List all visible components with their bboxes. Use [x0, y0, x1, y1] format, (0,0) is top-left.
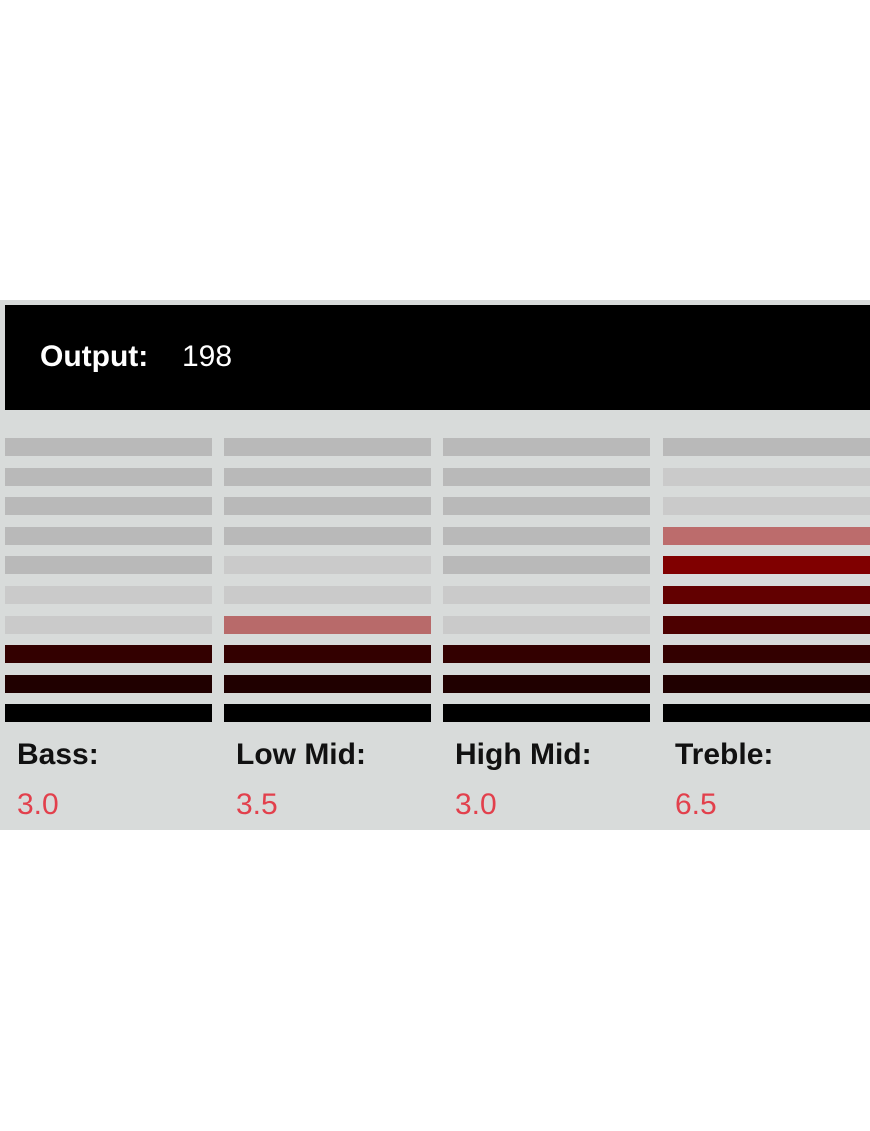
meter-segment: [443, 526, 650, 545]
meter-segment: [5, 645, 212, 664]
meter-segment: [5, 674, 212, 693]
band-name: Bass:: [17, 738, 99, 771]
band-name: Treble:: [675, 738, 774, 771]
meter-segment: [5, 497, 212, 516]
meter-segment: [224, 467, 431, 486]
meter-segment: [5, 615, 212, 634]
meter-segment: [5, 526, 212, 545]
meter-segment: [443, 467, 650, 486]
band-value: 3.0: [17, 788, 59, 821]
meter-segment: [663, 497, 870, 516]
meter-segment: [443, 586, 650, 604]
meter-segment: [443, 704, 650, 723]
band-name: Low Mid:: [236, 738, 366, 771]
meter-segment: [5, 586, 212, 604]
meter-segment: [5, 438, 212, 456]
meter-segment: [224, 645, 431, 664]
meter-segment: [224, 497, 431, 516]
meter-segment: [663, 586, 870, 604]
output-header: Output: 198: [5, 305, 870, 410]
meter-segment: [443, 556, 650, 575]
band-value: 6.5: [675, 788, 717, 821]
meter-segment: [663, 526, 870, 545]
meter-segment: [224, 526, 431, 545]
meter-segment: [224, 556, 431, 575]
meter-segment: [5, 704, 212, 723]
band-value: 3.0: [455, 788, 497, 821]
meter-segment: [224, 674, 431, 693]
meter-segment: [443, 438, 650, 456]
meter-segment: [663, 615, 870, 634]
meter-segment: [663, 556, 870, 575]
meter-segment: [663, 645, 870, 664]
meter-segment: [443, 674, 650, 693]
output-label: Output:: [40, 340, 149, 373]
meter-segment: [663, 674, 870, 693]
meter-segment: [224, 615, 431, 634]
meter-segment: [663, 438, 870, 456]
meter-segment: [224, 704, 431, 723]
band-value: 3.5: [236, 788, 278, 821]
meter-segment: [663, 467, 870, 486]
meter-segment: [5, 556, 212, 575]
band-name: High Mid:: [455, 738, 592, 771]
meter-segment: [443, 615, 650, 634]
output-value: 198: [182, 340, 233, 373]
meter-segment: [663, 704, 870, 723]
equalizer-panel: Output: 198 Bass: 3.0 Low Mid: 3.5 High Mid:…: [0, 300, 870, 830]
meter-segment: [224, 438, 431, 456]
meter-segment: [5, 467, 212, 486]
meter-segment: [443, 497, 650, 516]
meter-segment: [224, 586, 431, 604]
meter-segment: [443, 645, 650, 664]
